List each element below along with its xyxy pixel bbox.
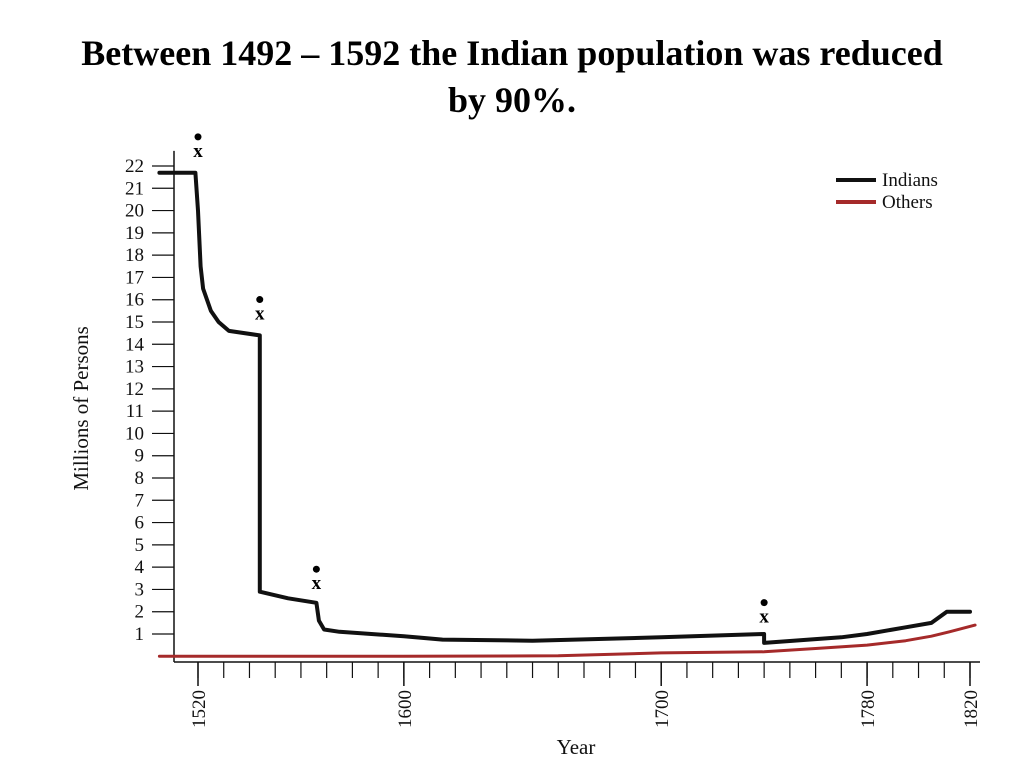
y-tick-label: 6 xyxy=(135,513,145,534)
x-tick-label: 1780 xyxy=(858,690,879,728)
y-tick-label: 12 xyxy=(125,379,144,400)
y-tick-label: 11 xyxy=(126,401,144,422)
y-tick-label: 19 xyxy=(125,223,144,244)
y-tick-label: 21 xyxy=(125,178,144,199)
series-line-others xyxy=(157,623,977,658)
series-line-indians xyxy=(157,170,972,645)
y-tick-label: 3 xyxy=(135,579,145,600)
y-tick-label: 15 xyxy=(125,312,144,333)
y-tick-label: 22 xyxy=(125,156,144,177)
marker-dot xyxy=(312,565,320,573)
slide-title: Between 1492 – 1592 the Indian populatio… xyxy=(0,30,1024,124)
marker-label: x xyxy=(255,304,265,325)
y-axis-title: Millions of Persons xyxy=(69,326,93,491)
y-tick-label: 16 xyxy=(125,290,144,311)
y-tick-label: 17 xyxy=(125,267,144,288)
y-tick-label: 18 xyxy=(125,245,144,266)
marker-label: x xyxy=(193,141,203,162)
y-tick-label: 14 xyxy=(125,334,145,355)
y-tick-label: 1 xyxy=(135,624,145,645)
legend-label-indians: Indians xyxy=(882,170,938,191)
x-tick-label: 1820 xyxy=(961,690,982,728)
marker-label: x xyxy=(759,607,769,628)
y-tick-label: 2 xyxy=(135,602,145,623)
y-tick-label: 20 xyxy=(125,201,144,222)
marker-label: x xyxy=(312,573,322,594)
marker-dot xyxy=(194,133,202,141)
y-tick-label: 7 xyxy=(135,490,145,511)
y-tick-label: 8 xyxy=(135,468,145,489)
x-tick-label: 1520 xyxy=(189,690,210,728)
x-axis-title: Year xyxy=(557,735,596,759)
y-tick-label: 5 xyxy=(135,535,145,556)
x-tick-label: 1600 xyxy=(395,690,416,728)
y-tick-label: 9 xyxy=(135,446,145,467)
title-line-2: by 90%. xyxy=(447,80,577,120)
x-tick-label: 1700 xyxy=(652,690,673,728)
legend-label-others: Others xyxy=(882,192,933,213)
marker-dot xyxy=(256,296,264,304)
y-tick-label: 13 xyxy=(125,357,144,378)
y-tick-label: 4 xyxy=(135,557,145,578)
marker-dot xyxy=(760,599,768,607)
y-tick-label: 10 xyxy=(125,423,144,444)
title-line-1: Between 1492 – 1592 the Indian populatio… xyxy=(81,33,943,73)
